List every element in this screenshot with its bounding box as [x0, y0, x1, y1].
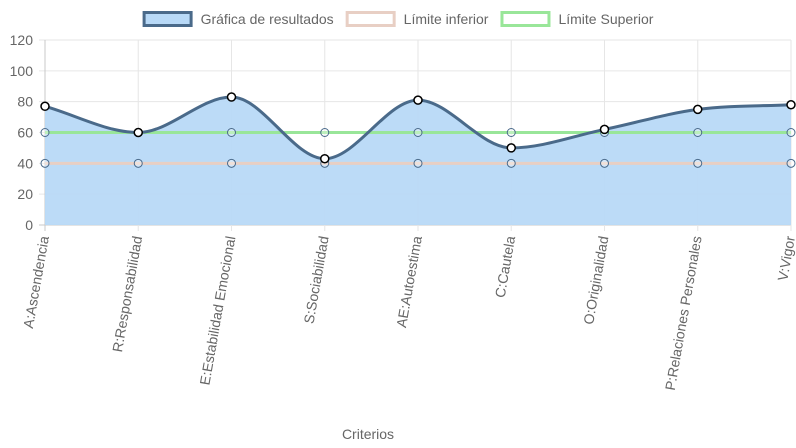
- y-tick-label: 80: [17, 94, 33, 110]
- y-tick-label: 20: [17, 186, 33, 202]
- legend-item-3[interactable]: Límite Superior: [500, 11, 654, 27]
- series-3-point: [786, 128, 796, 137]
- series-1-point: [320, 153, 330, 164]
- legend-item-1[interactable]: Gráfica de resultados: [142, 11, 334, 27]
- series-3-point: [506, 128, 516, 137]
- series-1-point: [413, 95, 423, 105]
- series-3-point: [413, 128, 423, 137]
- x-tick-label: C:Cautela: [492, 235, 519, 299]
- x-tick-label: AE:Autoestima: [393, 235, 425, 329]
- legend-label: Gráfica de resultados: [201, 11, 334, 27]
- series-1-point: [226, 92, 237, 102]
- series-2-point: [600, 158, 609, 168]
- legend-swatch: [345, 11, 396, 27]
- series-1-point: [786, 100, 796, 110]
- legend-label: Límite inferior: [404, 11, 489, 27]
- legend: Gráfica de resultados Límite inferior Lími…: [142, 11, 654, 27]
- series-2-point: [693, 158, 703, 168]
- x-tick-label: O:Originalidad: [580, 235, 611, 326]
- series-2-point: [40, 158, 50, 168]
- x-tick-label: A:Ascendencia: [20, 235, 52, 330]
- series-2-point: [786, 158, 796, 168]
- series-1-line: [44, 95, 792, 161]
- area-layer: [45, 97, 791, 225]
- series-3-point: [40, 128, 50, 137]
- x-tick-label: E:Estabilidad Emocional: [196, 235, 238, 386]
- x-tick-label: R:Responsabilidad: [109, 235, 145, 354]
- legend-item-2[interactable]: Límite inferior: [345, 11, 489, 27]
- series-1-point: [40, 101, 50, 112]
- series-1-point: [506, 143, 516, 153]
- series-2-point: [227, 158, 236, 168]
- x-axis-title: Criterios: [342, 426, 394, 442]
- y-axis-ticks: 0 20 40 60 80 100 120: [10, 32, 34, 233]
- series-3-point: [320, 128, 330, 137]
- series-1-point: [599, 124, 610, 135]
- y-tick-label: 100: [10, 63, 34, 79]
- point-layer: [40, 92, 796, 168]
- x-tick-label: S:Sociabilidad: [301, 235, 332, 325]
- series-3-point: [227, 128, 236, 137]
- line-layer: [44, 95, 792, 165]
- legend-swatch: [500, 11, 551, 27]
- x-tick-label: V:Vigor: [774, 234, 796, 282]
- legend-swatch: [142, 11, 193, 27]
- series-1-area: [45, 97, 791, 225]
- series-1-point: [133, 127, 143, 138]
- series-2-point: [506, 158, 516, 168]
- series-2-point: [133, 158, 143, 168]
- series-2-point: [413, 158, 423, 168]
- y-tick-label: 120: [10, 32, 34, 48]
- series-1-point: [693, 104, 703, 115]
- legend-label: Límite Superior: [558, 11, 653, 27]
- series-3-point: [693, 128, 703, 137]
- x-axis-ticks: A:Ascendencia R:Responsabilidad E:Estabili…: [20, 234, 796, 391]
- y-tick-label: 40: [17, 155, 33, 171]
- x-tick-label: P:Relaciones Personales: [662, 235, 705, 392]
- y-tick-label: 60: [17, 125, 33, 141]
- y-tick-label: 0: [25, 217, 33, 233]
